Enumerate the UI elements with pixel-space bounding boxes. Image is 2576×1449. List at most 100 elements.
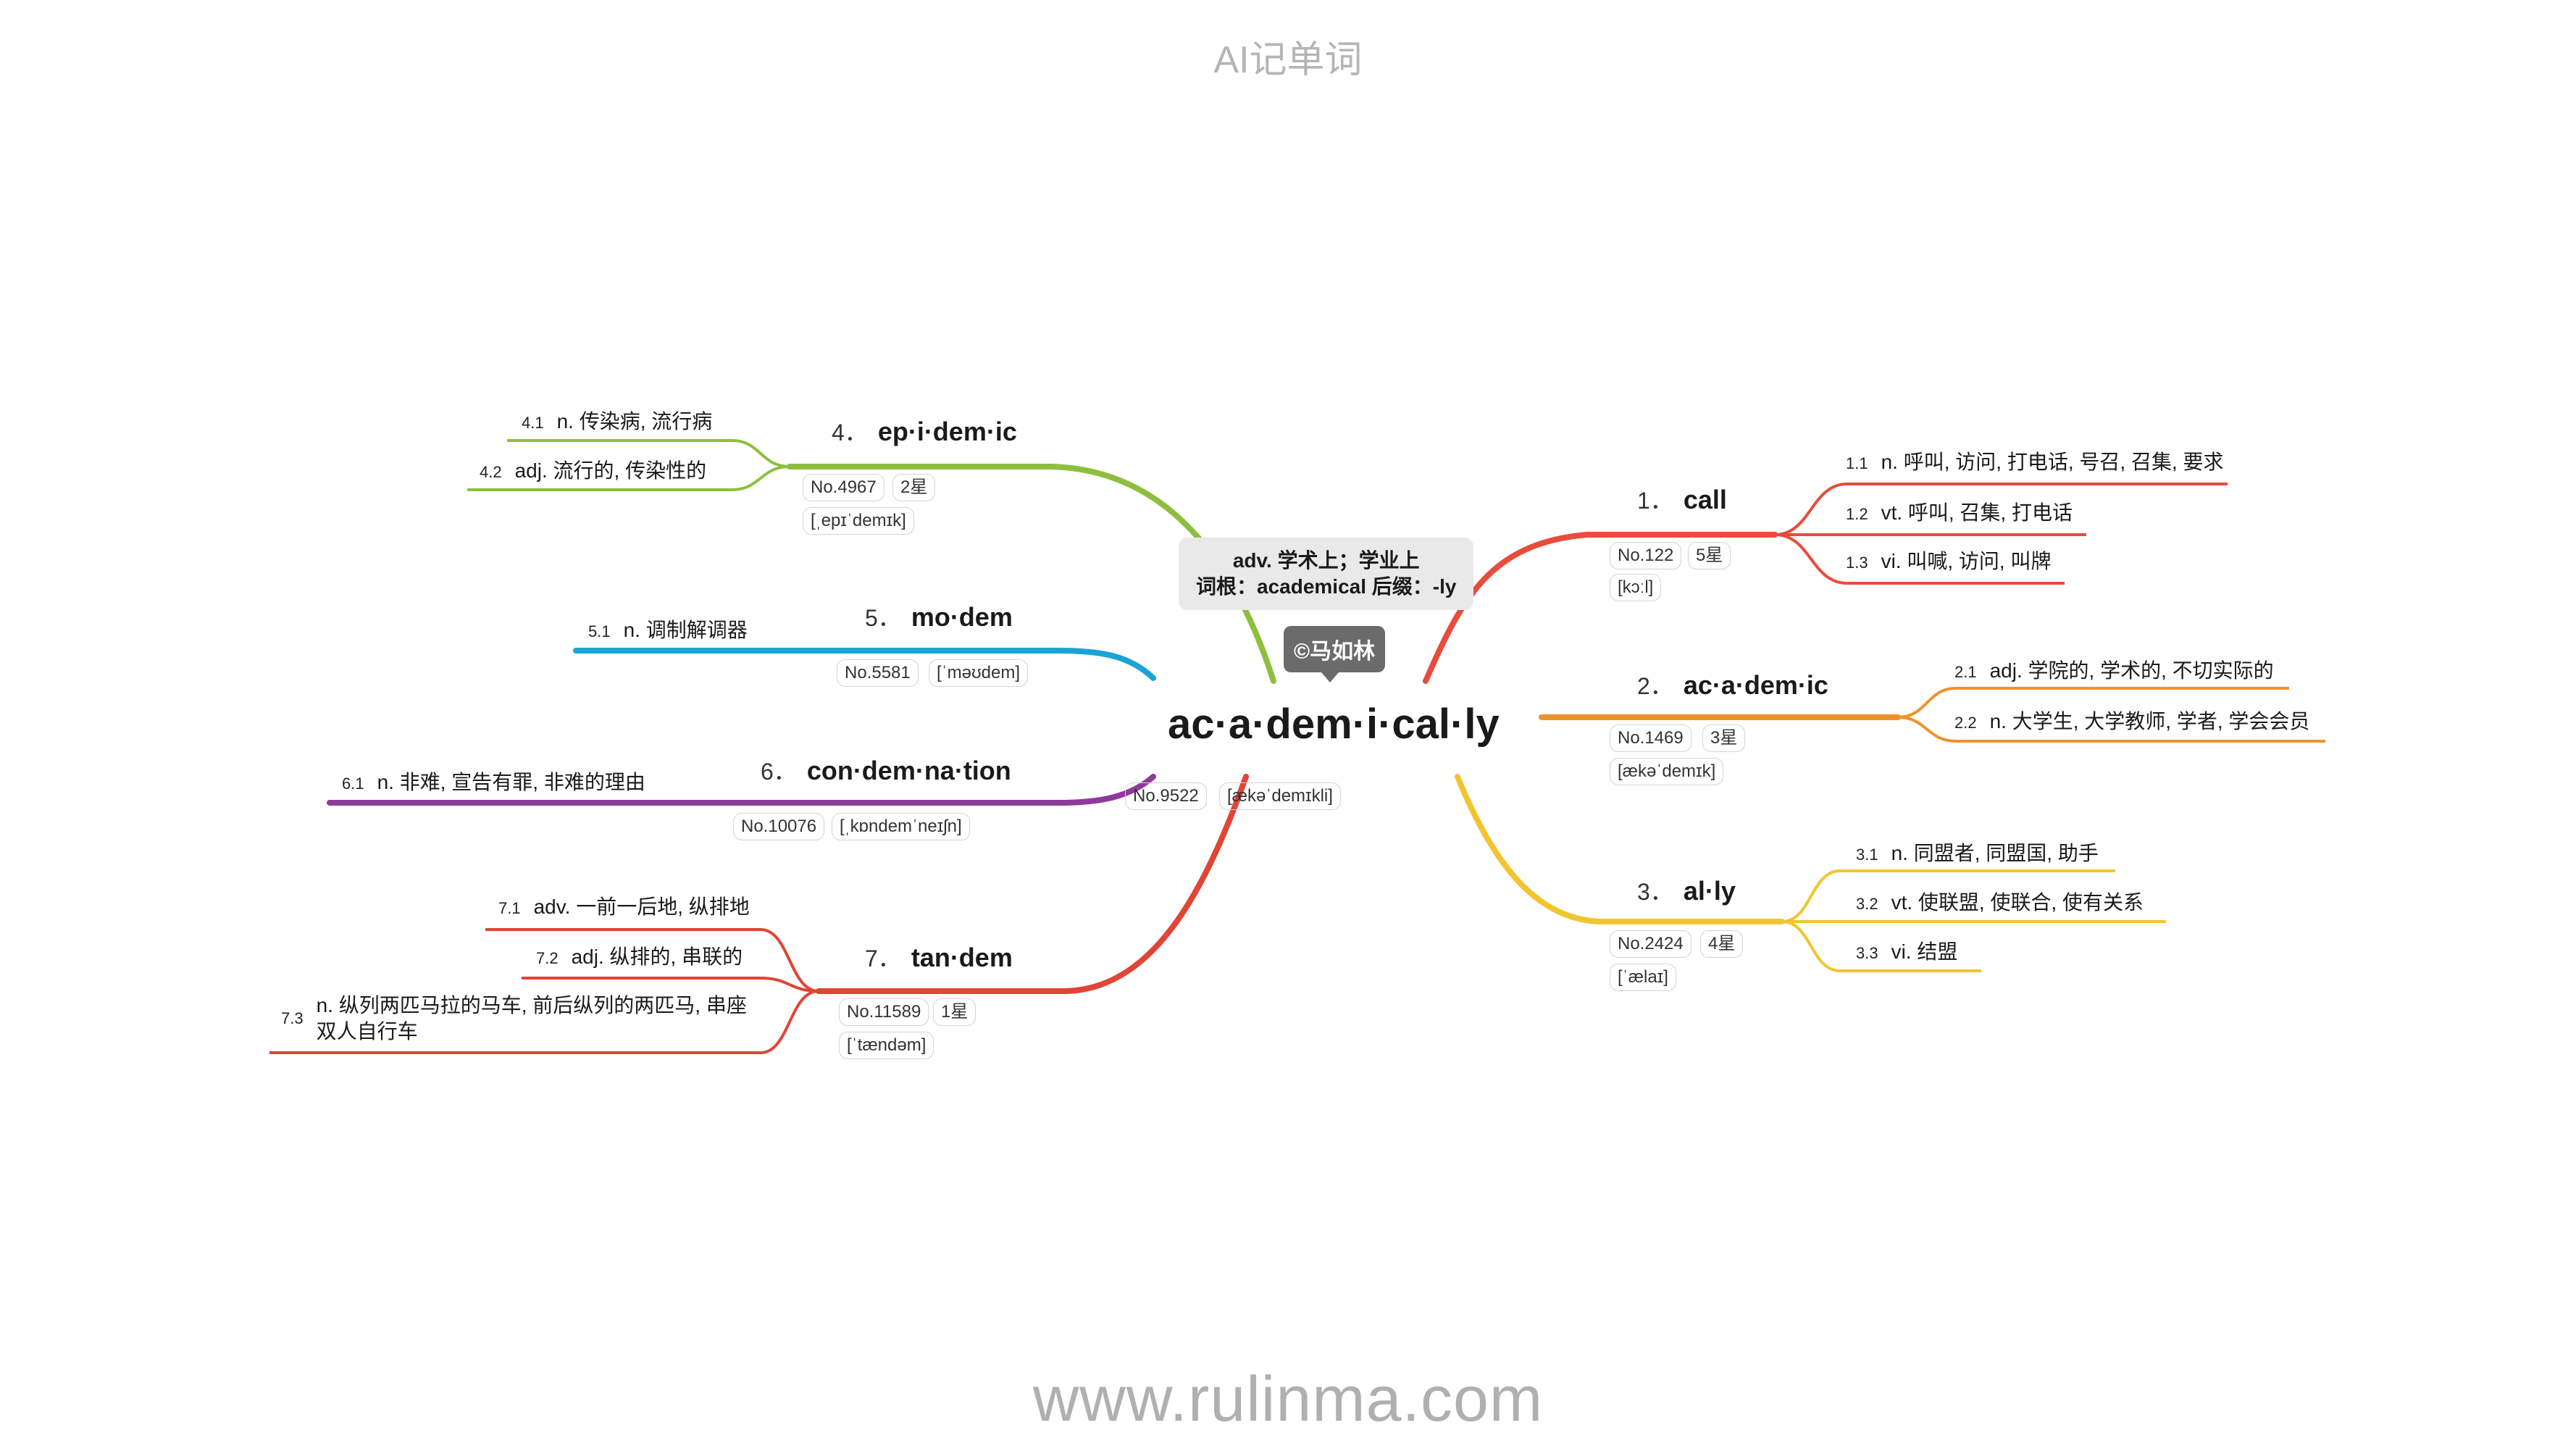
def-number: 1.1 [1846, 454, 1868, 472]
branch-stars-epidemic: 2星 [892, 474, 936, 501]
def-number: 7.3 [281, 1009, 304, 1027]
header-title: AI记单词 [1213, 39, 1363, 81]
def-3-3: 3.3 vi. 结盟 [1856, 939, 1957, 966]
branch-no-modem: No.5581 [837, 659, 919, 687]
def-number: 3.1 [1856, 845, 1878, 864]
branch-phonetic-modem: [ˈməʊdem] [929, 659, 1028, 687]
copyright-badge-wrap: ©马如林 [1284, 626, 1386, 682]
branch-word-text: tan·dem [911, 943, 1013, 972]
branch-no-call: No.122 [1610, 542, 1682, 569]
center-word-number: No.9522 [1125, 782, 1207, 810]
def-number: 4.2 [480, 463, 502, 481]
def-text: adj. 流行的, 传染性的 [514, 459, 707, 482]
def-text: n. 呼叫, 访问, 打电话, 号召, 召集, 要求 [1881, 451, 2224, 473]
link-academic-def-1 [1897, 687, 2289, 719]
branch-phonetic-epidemic: [ˌepɪˈdemɪk] [803, 507, 914, 535]
def-7-3: 7.3 n. 纵列两匹马拉的马车, 前后纵列的两匹马, 串座 双人自行车 [281, 993, 747, 1045]
link-tandem-def-2 [522, 977, 819, 993]
branch-phonetic-ally: [ˈælaɪ] [1610, 964, 1676, 991]
def-text: n. 调制解调器 [623, 619, 748, 641]
def-number: 7.1 [498, 899, 521, 917]
branch-stars-ally: 4星 [1700, 930, 1744, 958]
def-4-1: 4.1 n. 传染病, 流行病 [522, 409, 712, 436]
branch-no-condemnation: No.10076 [733, 813, 825, 840]
branch-word-modem[interactable]: 5． mo·dem [865, 600, 1013, 633]
branch-number: 7． [865, 945, 901, 972]
def-text: vi. 叫喊, 访问, 叫牌 [1881, 550, 2052, 572]
branch-number: 1． [1637, 488, 1673, 514]
def-number: 2.2 [1954, 714, 1977, 732]
branch-phonetic-call: [kɔːl] [1610, 574, 1662, 601]
branch-number: 4． [832, 419, 868, 446]
copyright-badge: ©马如林 [1284, 626, 1386, 672]
link-call-def-3 [1774, 533, 2065, 585]
branch-word-call[interactable]: 1． call [1637, 483, 1727, 516]
center-note-line2: 词根：academical 后缀：-ly [1196, 575, 1457, 598]
def-number: 1.3 [1846, 554, 1868, 572]
def-2-1: 2.1 adj. 学院的, 学术的, 不切实际的 [1954, 658, 2274, 685]
link-tandem-def-1 [485, 928, 819, 993]
def-text: n. 传染病, 流行病 [556, 410, 713, 433]
badge-pointer-icon [1321, 672, 1339, 682]
branch-word-tandem[interactable]: 7． tan·dem [865, 940, 1013, 974]
def-text: n. 同盟者, 同盟国, 助手 [1891, 842, 2099, 864]
branch-word-condemnation[interactable]: 6． con·dem·na·tion [761, 753, 1011, 787]
branch-no-academic: No.1469 [1610, 724, 1691, 752]
def-4-2: 4.2 adj. 流行的, 传染性的 [480, 458, 706, 485]
branch-stars-academic: 3星 [1702, 724, 1746, 752]
def-number: 7.2 [536, 949, 559, 967]
def-number: 1.2 [1846, 505, 1868, 523]
def-3-1: 3.1 n. 同盟者, 同盟国, 助手 [1856, 840, 2099, 868]
def-3-2: 3.2 vt. 使联盟, 使联合, 使有关系 [1856, 890, 2144, 917]
branch-number: 2． [1637, 673, 1673, 699]
branch-stars-tandem: 1星 [933, 998, 977, 1026]
branch-phonetic-condemnation: [ˌkɒndemˈneɪʃn] [832, 813, 970, 840]
branch-phonetic-academic: [ækəˈdemɪk] [1610, 758, 1724, 785]
center-word[interactable]: ac·a·dem·i·cal·ly [1168, 701, 1500, 748]
link-ally-def-3 [1781, 920, 1981, 972]
link-call-def-1 [1774, 483, 2228, 536]
branch-word-epidemic[interactable]: 4． ep·i·dem·ic [832, 414, 1017, 448]
branch-word-text: ac·a·dem·ic [1683, 670, 1828, 700]
link-ally-def-1 [1781, 869, 2115, 923]
def-text: vt. 使联盟, 使联合, 使有关系 [1891, 891, 2144, 914]
branch-word-ally[interactable]: 3． al·ly [1637, 874, 1736, 907]
def-7-1: 7.1 adv. 一前一后地, 纵排地 [498, 894, 750, 922]
branch-word-text: ep·i·dem·ic [877, 417, 1017, 446]
branch-no-epidemic: No.4967 [803, 474, 885, 501]
def-text-block: n. 纵列两匹马拉的马车, 前后纵列的两匹马, 串座 双人自行车 [317, 993, 747, 1045]
def-text: vi. 结盟 [1891, 940, 1958, 963]
def-number: 6.1 [342, 774, 364, 793]
link-center-epidemic [787, 464, 1276, 684]
def-5-1: 5.1 n. 调制解调器 [588, 617, 748, 645]
def-number: 2.1 [1954, 663, 1977, 681]
def-2-2: 2.2 n. 大学生, 大学教师, 学者, 学会会员 [1954, 709, 2309, 736]
branch-phonetic-tandem: [ˈtændəm] [839, 1032, 934, 1059]
branch-word-text: mo·dem [911, 602, 1013, 632]
branch-number: 6． [761, 759, 797, 785]
link-center-modem [573, 648, 1156, 681]
def-text: n. 非难, 宣告有罪, 非难的理由 [377, 771, 645, 793]
def-1-2: 1.2 vt. 呼叫, 召集, 打电话 [1846, 500, 2073, 527]
branch-no-ally: No.2424 [1610, 930, 1691, 958]
def-text: n. 大学生, 大学教师, 学者, 学会会员 [1989, 710, 2310, 732]
link-epidemic-def-2 [467, 465, 790, 491]
link-center-ally [1455, 774, 1785, 924]
center-note-line1: adv. 学术上；学业上 [1232, 549, 1420, 572]
def-number: 4.1 [522, 414, 544, 432]
center-note: adv. 学术上；学业上 词根：academical 后缀：-ly [1179, 538, 1474, 610]
branch-word-academic[interactable]: 2． ac·a·dem·ic [1637, 668, 1828, 701]
link-academic-def-2 [1897, 716, 2325, 743]
branch-number: 3． [1637, 879, 1673, 905]
link-center-tandem [816, 774, 1249, 994]
def-text: n. 纵列两匹马拉的马车, 前后纵列的两匹马, 串座 [316, 994, 747, 1016]
def-text: vt. 呼叫, 召集, 打电话 [1881, 501, 2073, 524]
def-text: adj. 纵排的, 串联的 [571, 945, 743, 968]
branch-word-text: al·ly [1683, 876, 1736, 906]
branch-no-tandem: No.11589 [839, 998, 929, 1026]
center-word-phonetic: [ækəˈdemɪkli] [1219, 782, 1341, 810]
branch-stars-call: 5星 [1688, 542, 1731, 569]
def-text-continued: 双人自行车 [316, 1020, 418, 1043]
def-1-3: 1.3 vi. 叫喊, 访问, 叫牌 [1846, 548, 2052, 576]
